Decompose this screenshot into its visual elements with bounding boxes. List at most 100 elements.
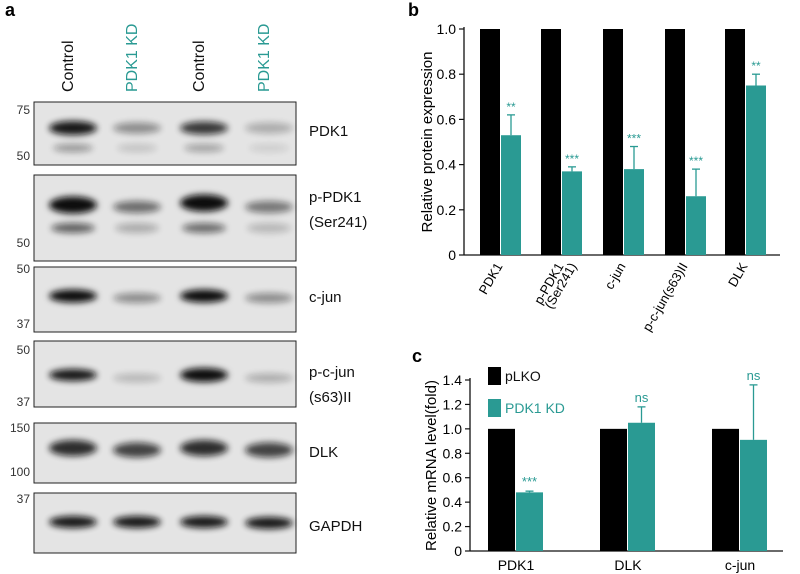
- band: [117, 144, 157, 152]
- blot-p-pdk1: 50 p-PDK1 (Ser241): [17, 174, 367, 262]
- y-tick-label: 0.8: [437, 66, 457, 82]
- band: [113, 373, 161, 383]
- band: [49, 121, 97, 135]
- band: [180, 368, 228, 382]
- mw-marker: 150: [10, 421, 30, 435]
- protein-label: (Ser241): [309, 214, 367, 231]
- blot-pdk1: 75 50 PDK1: [17, 101, 348, 166]
- band: [180, 289, 228, 303]
- band: [245, 201, 293, 213]
- band: [49, 516, 97, 528]
- band: [113, 516, 161, 528]
- bar-control: [488, 428, 515, 551]
- band: [182, 223, 226, 233]
- protein-label: (s63)II: [309, 389, 352, 406]
- mw-marker: 37: [17, 492, 31, 506]
- x-tick-label: PDK1: [476, 260, 506, 297]
- significance-label: ***: [627, 132, 641, 146]
- bar-control: [603, 29, 623, 255]
- bar-control: [665, 29, 685, 255]
- protein-label: DLK: [309, 444, 338, 461]
- bar-kd: [562, 171, 582, 255]
- legend-swatch: [488, 367, 501, 385]
- bar-control: [480, 29, 500, 255]
- band: [247, 223, 291, 233]
- y-tick-label: 1.4: [443, 372, 463, 388]
- significance-label: ***: [522, 474, 537, 489]
- y-tick-label: 0: [454, 543, 462, 559]
- blot-c-jun: 50 37 c-jun: [17, 262, 342, 333]
- band: [249, 144, 289, 152]
- band: [180, 121, 228, 135]
- band: [245, 442, 293, 458]
- band: [245, 517, 293, 529]
- mw-marker: 50: [17, 262, 31, 276]
- band: [113, 442, 161, 458]
- y-axis-label: Relative mRNA level(fold): [423, 380, 440, 551]
- mw-marker: 100: [10, 465, 30, 479]
- protein-label: PDK1: [309, 123, 348, 140]
- y-tick-label: 1.0: [443, 421, 463, 437]
- y-tick-label: 1.0: [437, 21, 457, 37]
- legend-label: PDK1 KD: [505, 400, 565, 416]
- x-tick-label: p-c-jun(s63)II: [639, 260, 690, 334]
- bar-kd: [628, 422, 655, 551]
- y-tick-label: 0.2: [443, 519, 463, 535]
- band: [49, 196, 97, 214]
- y-tick-label: 0.6: [443, 470, 463, 486]
- protein-label: p-PDK1: [309, 189, 362, 206]
- blot-dlk: 150 100 DLK: [10, 421, 338, 484]
- band: [245, 293, 293, 303]
- bar-kd: [740, 439, 767, 551]
- lane-label: Control: [191, 40, 208, 92]
- band: [184, 144, 224, 152]
- band: [180, 194, 228, 212]
- blot-p-c-jun: 50 37 p-c-jun (s63)II: [17, 340, 355, 409]
- lane-labels: Control PDK1 KD Control PDK1 KD: [60, 24, 273, 92]
- bar-kd: [501, 135, 521, 255]
- protein-label: p-c-jun: [309, 364, 355, 381]
- mw-marker: 75: [17, 103, 31, 117]
- y-tick-label: 0.4: [437, 157, 457, 173]
- band: [180, 440, 228, 456]
- lane-label: Control: [60, 40, 77, 92]
- band: [53, 144, 93, 152]
- bar-control: [541, 29, 561, 255]
- significance-label: **: [751, 59, 761, 73]
- blot-frame: [33, 174, 297, 262]
- band: [49, 289, 97, 303]
- significance-label: ***: [689, 154, 703, 168]
- western-blots: 75 50 PDK1 50 p-PDK1 (Ser241) 50 37 c-jun 50 37 p-c…: [10, 101, 367, 554]
- mw-marker: 50: [17, 236, 31, 250]
- legend-swatch: [488, 399, 501, 417]
- band: [115, 223, 159, 233]
- bar-kd: [686, 196, 706, 255]
- y-tick-label: 1.2: [443, 396, 463, 412]
- bar-control: [725, 29, 745, 255]
- bar-control: [600, 428, 627, 551]
- mw-marker: 37: [17, 395, 31, 409]
- y-axis-label: Relative protein expression: [419, 52, 436, 233]
- protein-label: c-jun: [309, 289, 342, 306]
- panel-c-letter: c: [412, 346, 422, 366]
- panel-b-letter: b: [408, 0, 419, 20]
- lane-label: PDK1 KD: [256, 24, 273, 92]
- band: [180, 516, 228, 528]
- band: [245, 373, 293, 383]
- blot-gapdh: 37 GAPDH: [17, 492, 362, 554]
- significance-label: **: [506, 100, 516, 114]
- band: [49, 369, 97, 381]
- band: [113, 293, 161, 303]
- mw-marker: 50: [17, 149, 31, 163]
- panel-a-letter: a: [5, 0, 16, 20]
- bar-kd: [516, 492, 543, 551]
- x-tick-label: c-jun: [602, 260, 629, 292]
- x-tick-label: c-jun: [725, 557, 755, 573]
- y-tick-label: 0: [448, 247, 456, 263]
- mw-marker: 50: [17, 343, 31, 357]
- bar-kd: [624, 169, 644, 255]
- y-tick-label: 0.8: [443, 445, 463, 461]
